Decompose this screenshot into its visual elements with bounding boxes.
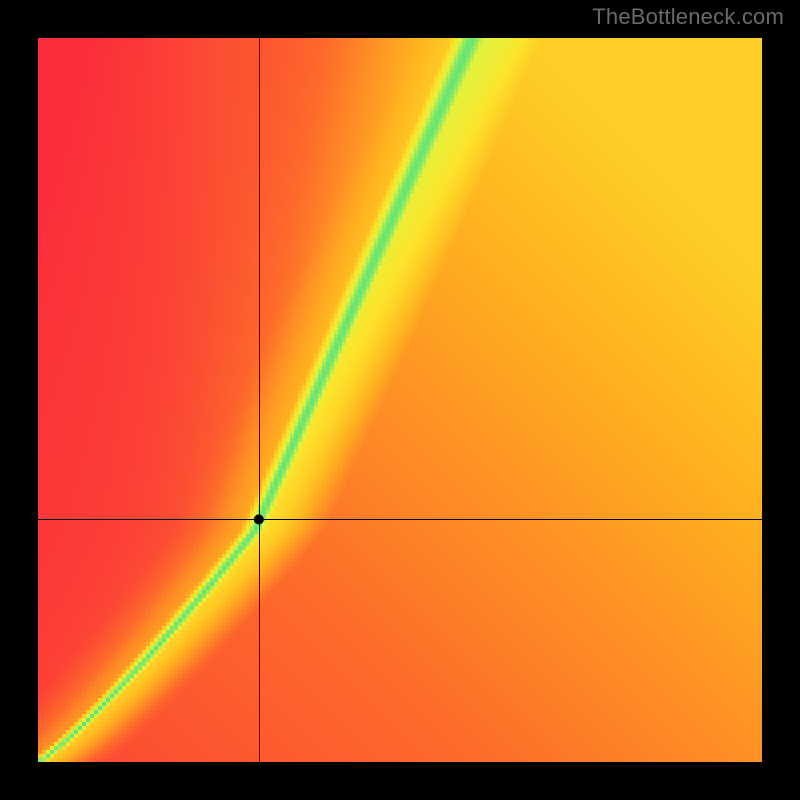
watermark-label: TheBottleneck.com — [592, 4, 784, 30]
heatmap-canvas — [0, 0, 800, 800]
chart-frame: TheBottleneck.com — [0, 0, 800, 800]
